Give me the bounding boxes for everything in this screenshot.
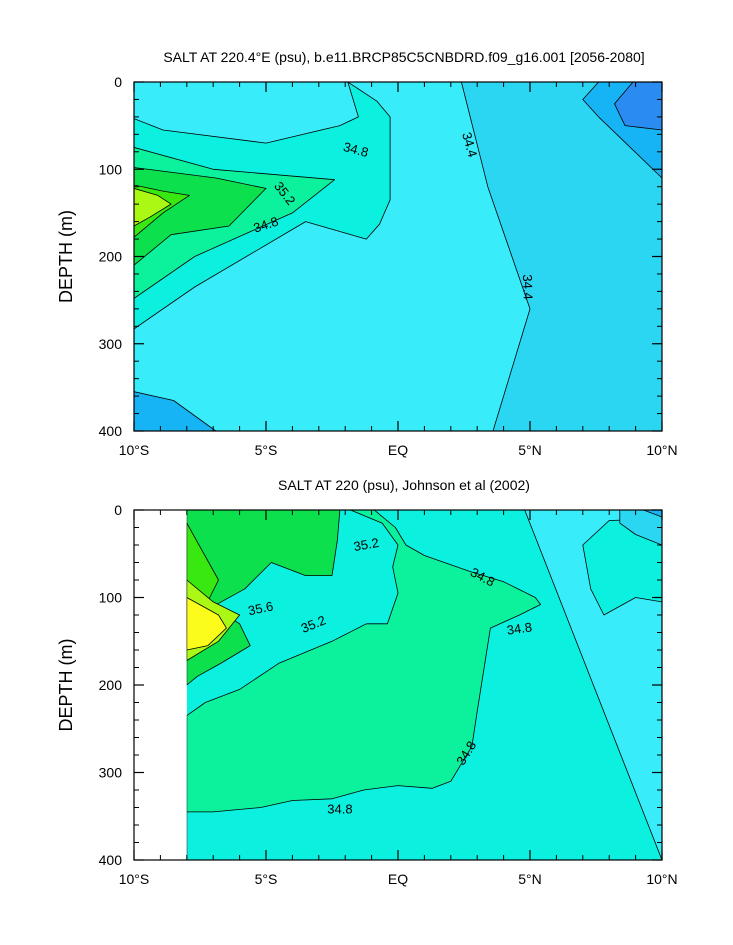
x-tick-label: 10°N <box>646 442 677 458</box>
contour-region-35-8 <box>186 597 227 651</box>
contour-region-34-4 <box>619 510 663 546</box>
contour-label: 34.8 <box>506 619 533 637</box>
contour-region-35-6 <box>134 187 172 227</box>
contour-region-34 <box>614 82 662 131</box>
contour-label: 35.2 <box>352 535 380 554</box>
x-tick-label: 5°S <box>255 442 278 458</box>
y-tick-label: 0 <box>114 74 122 90</box>
x-tick-label: 10°S <box>119 871 150 887</box>
y-tick-label: 200 <box>99 677 123 693</box>
contour-region-35-2 <box>186 510 341 686</box>
contour-label: 35.6 <box>247 598 275 618</box>
contour-fills <box>134 82 662 431</box>
x-tick-label: 5°S <box>255 871 278 887</box>
x-tick-label: 5°N <box>518 442 542 458</box>
bottom-panel-title: SALT AT 220 (psu), Johnson et al (2002) <box>278 477 530 493</box>
x-tick-label: 10°S <box>119 442 150 458</box>
x-tick-label: EQ <box>388 871 408 887</box>
top-panel-ylabel: DEPTH (m) <box>56 210 76 303</box>
y-tick-label: 300 <box>99 765 123 781</box>
top-panel-title: SALT AT 220.4°E (psu), b.e11.BRCP85C5CNB… <box>163 49 644 65</box>
bottom-panel-ylabel: DEPTH (m) <box>56 639 76 732</box>
contour-label: 34.8 <box>342 139 370 160</box>
x-tick-label: 5°N <box>518 871 542 887</box>
x-tick-label: EQ <box>388 442 408 458</box>
contour-fills <box>186 510 663 860</box>
contour-label: 34.4 <box>459 130 480 158</box>
contour-region-34-4 <box>460 82 662 431</box>
y-tick-label: 0 <box>114 502 122 518</box>
y-tick-label: 300 <box>99 336 123 352</box>
contour-label: 34.8 <box>327 801 352 816</box>
contour-label: 34.8 <box>251 214 280 236</box>
x-tick-label: 10°N <box>646 871 677 887</box>
y-tick-label: 100 <box>99 161 123 177</box>
y-tick-label: 400 <box>99 423 123 439</box>
contour-region-35 <box>186 510 541 860</box>
y-tick-label: 100 <box>99 590 123 606</box>
y-tick-label: 200 <box>99 249 123 265</box>
contour-region-34-2 <box>134 391 217 431</box>
y-tick-label: 400 <box>99 852 123 868</box>
bottom-contour-panel: 35.235.635.234.834.834.834.8010020030040… <box>56 477 678 887</box>
contour-label: 34.4 <box>520 274 536 300</box>
